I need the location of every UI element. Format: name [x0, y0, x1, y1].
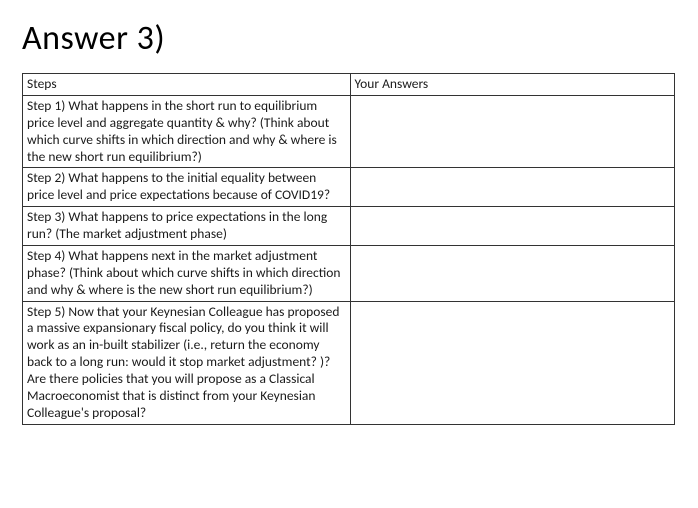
table-row: Step 5) Now that your Keynesian Colleagu…: [23, 301, 675, 424]
answer-table: Steps Your Answers Step 1) What happens …: [22, 73, 675, 425]
answer-cell[interactable]: [350, 168, 674, 207]
step-cell: Step 5) Now that your Keynesian Colleagu…: [23, 301, 351, 424]
answer-cell[interactable]: [350, 301, 674, 424]
answer-cell[interactable]: [350, 245, 674, 301]
step-cell: Step 3) What happens to price expectatio…: [23, 207, 351, 246]
header-answers: Your Answers: [350, 74, 674, 96]
step-cell: Step 2) What happens to the initial equa…: [23, 168, 351, 207]
page-title: Answer 3): [22, 18, 676, 59]
header-steps: Steps: [23, 74, 351, 96]
answer-cell[interactable]: [350, 95, 674, 168]
table-row: Step 4) What happens next in the market …: [23, 245, 675, 301]
step-cell: Step 4) What happens next in the market …: [23, 245, 351, 301]
step-cell: Step 1) What happens in the short run to…: [23, 95, 351, 168]
table-row: Step 2) What happens to the initial equa…: [23, 168, 675, 207]
answer-cell[interactable]: [350, 207, 674, 246]
table-row: Step 1) What happens in the short run to…: [23, 95, 675, 168]
table-header-row: Steps Your Answers: [23, 74, 675, 96]
table-row: Step 3) What happens to price expectatio…: [23, 207, 675, 246]
